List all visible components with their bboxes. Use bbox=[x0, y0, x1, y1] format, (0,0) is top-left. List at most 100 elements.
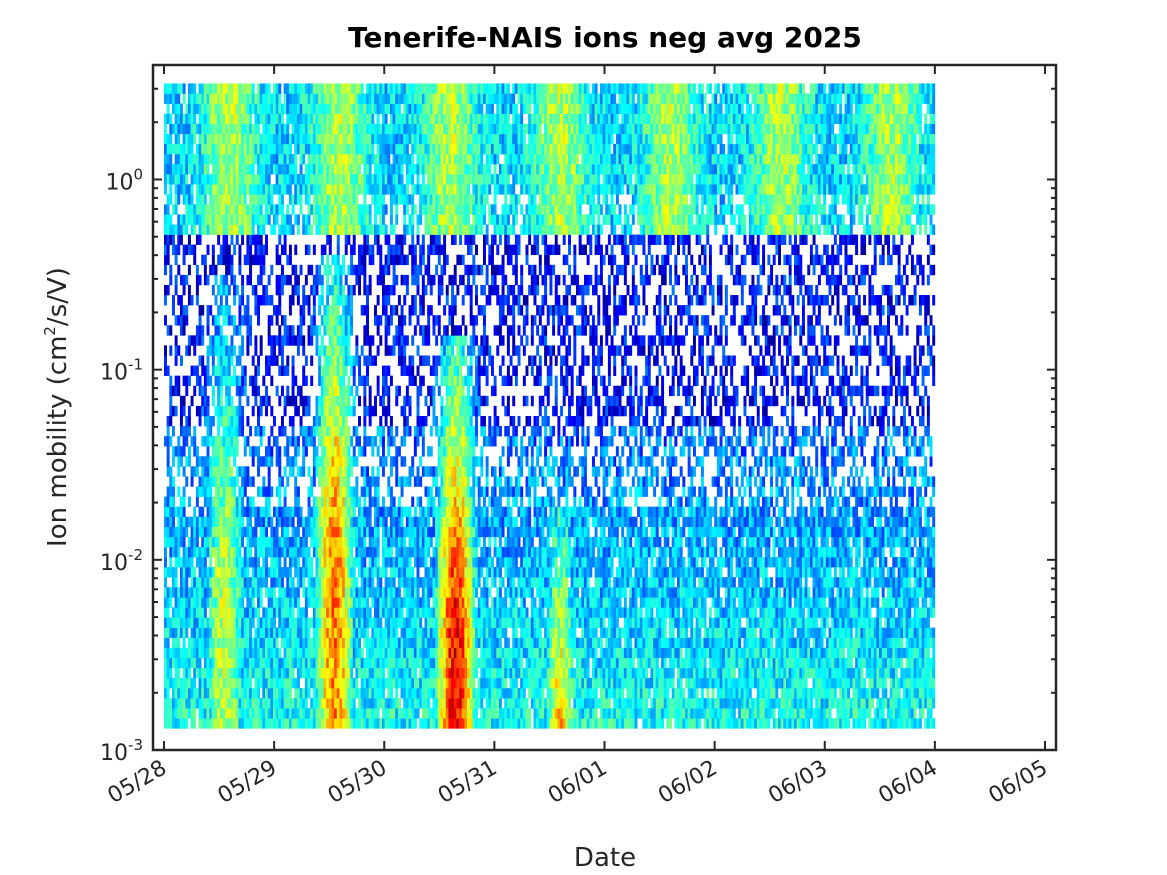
heatmap-cell bbox=[214, 476, 218, 487]
heatmap-cell bbox=[371, 123, 375, 135]
heatmap-cell bbox=[344, 557, 348, 568]
heatmap-cell bbox=[187, 405, 191, 417]
heatmap-cell bbox=[374, 597, 377, 608]
heatmap-cell bbox=[275, 315, 279, 326]
heatmap-cell bbox=[254, 577, 258, 588]
heatmap-cell bbox=[249, 617, 253, 628]
heatmap-cell bbox=[336, 254, 340, 266]
heatmap-cell bbox=[257, 587, 261, 598]
heatmap-cell bbox=[427, 587, 431, 598]
heatmap-cell bbox=[243, 214, 247, 225]
heatmap-cell bbox=[307, 335, 311, 346]
heatmap-cell bbox=[227, 657, 231, 669]
heatmap-cell bbox=[259, 597, 263, 608]
heatmap-cell bbox=[235, 325, 239, 336]
heatmap-cell bbox=[254, 345, 258, 356]
heatmap-cell bbox=[334, 365, 338, 376]
heatmap-cell bbox=[419, 476, 423, 487]
heatmap-cell bbox=[342, 577, 346, 588]
heatmap-cell bbox=[286, 587, 290, 598]
heatmap-cell bbox=[185, 657, 189, 669]
heatmap-cell bbox=[193, 244, 197, 256]
heatmap-cell bbox=[265, 194, 268, 205]
heatmap-cell bbox=[384, 577, 388, 588]
heatmap-cell bbox=[185, 375, 189, 387]
heatmap-cell bbox=[166, 637, 170, 649]
heatmap-cell bbox=[214, 607, 218, 618]
heatmap-cell bbox=[171, 405, 175, 417]
heatmap-cell bbox=[320, 446, 324, 457]
heatmap-cell bbox=[222, 567, 226, 578]
heatmap-cell bbox=[166, 143, 170, 155]
heatmap-cell bbox=[387, 577, 391, 588]
heatmap-cell bbox=[326, 476, 330, 487]
heatmap-cell bbox=[185, 153, 189, 165]
heatmap-cell bbox=[326, 415, 330, 427]
heatmap-cell bbox=[355, 153, 359, 165]
heatmap-cell bbox=[230, 426, 234, 437]
heatmap-cell bbox=[251, 607, 255, 618]
heatmap-cell bbox=[403, 83, 407, 94]
heatmap-cell bbox=[291, 607, 295, 618]
heatmap-cell bbox=[225, 688, 229, 699]
heatmap-cell bbox=[310, 335, 314, 346]
heatmap-cell bbox=[164, 657, 167, 669]
heatmap-cell bbox=[400, 506, 404, 518]
heatmap-cell bbox=[376, 657, 380, 669]
heatmap-cell bbox=[267, 587, 271, 598]
heatmap-cell bbox=[334, 617, 338, 628]
heatmap-cell bbox=[280, 335, 284, 346]
heatmap-cell bbox=[363, 708, 367, 719]
heatmap-cell bbox=[358, 184, 362, 195]
heatmap-cell bbox=[350, 708, 354, 719]
heatmap-cell bbox=[320, 597, 324, 608]
heatmap-cell bbox=[275, 718, 279, 729]
heatmap-cell bbox=[283, 637, 287, 649]
heatmap-cell bbox=[280, 718, 284, 729]
heatmap-cell bbox=[416, 264, 420, 276]
heatmap-cell bbox=[355, 345, 359, 356]
heatmap-cell bbox=[379, 224, 383, 235]
heatmap-cell bbox=[243, 446, 247, 457]
heatmap-cell bbox=[397, 546, 401, 558]
heatmap-cell bbox=[222, 506, 226, 518]
heatmap-cell bbox=[206, 506, 210, 518]
heatmap-cell bbox=[182, 254, 186, 266]
heatmap-cell bbox=[397, 637, 401, 649]
heatmap-cell bbox=[241, 133, 245, 145]
heatmap-cell bbox=[262, 284, 266, 296]
heatmap-cell bbox=[243, 224, 247, 235]
heatmap-cell bbox=[405, 143, 409, 155]
heatmap-cell bbox=[326, 133, 330, 145]
heatmap-cell bbox=[283, 667, 287, 679]
heatmap-cell bbox=[421, 153, 425, 165]
heatmap-cell bbox=[262, 164, 266, 175]
heatmap-cell bbox=[413, 718, 417, 729]
heatmap-cell bbox=[203, 405, 207, 417]
heatmap-cell bbox=[366, 133, 369, 145]
heatmap-cell bbox=[318, 133, 322, 145]
heatmap-cell bbox=[166, 83, 170, 94]
heatmap-cell bbox=[339, 395, 343, 407]
heatmap-cell bbox=[328, 536, 332, 548]
heatmap-cell bbox=[238, 587, 242, 598]
heatmap-cell bbox=[209, 194, 213, 205]
heatmap-cell bbox=[302, 143, 306, 155]
heatmap-cell bbox=[427, 133, 431, 145]
heatmap-cell bbox=[355, 113, 359, 125]
heatmap-cell bbox=[251, 375, 255, 387]
heatmap-cell bbox=[336, 486, 340, 497]
heatmap-cell bbox=[342, 415, 346, 427]
heatmap-cell bbox=[275, 274, 279, 286]
heatmap-cell bbox=[355, 426, 359, 437]
heatmap-cell bbox=[195, 597, 199, 608]
heatmap-cell bbox=[209, 174, 213, 185]
heatmap-cell bbox=[243, 647, 247, 659]
heatmap-cell bbox=[384, 405, 388, 417]
heatmap-cell bbox=[171, 536, 175, 548]
heatmap-cell bbox=[171, 526, 175, 538]
heatmap-cell bbox=[366, 516, 369, 528]
heatmap-cell bbox=[318, 546, 322, 558]
heatmap-cell bbox=[230, 274, 234, 286]
heatmap-cell bbox=[238, 224, 242, 235]
